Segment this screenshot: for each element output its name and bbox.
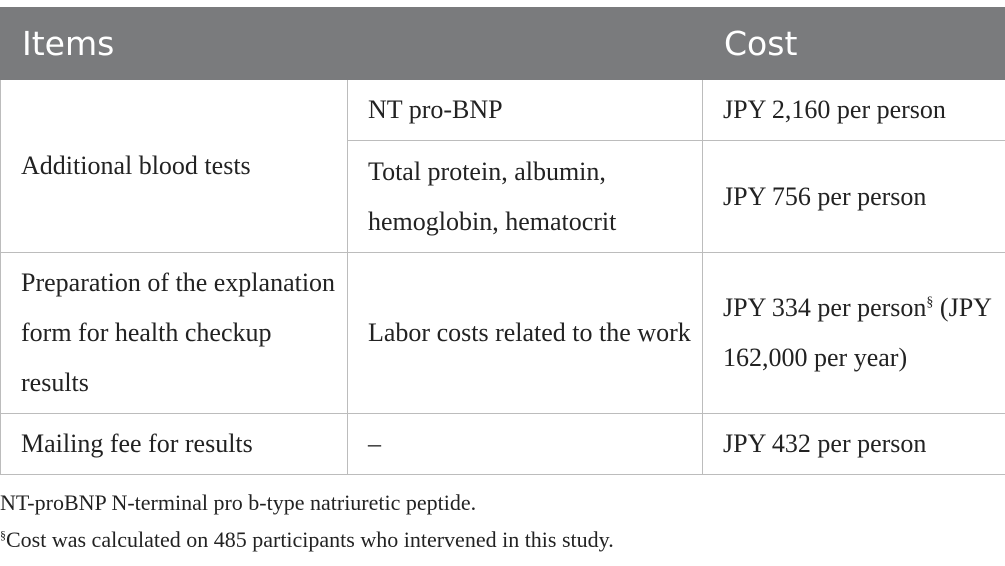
table-footnotes: NT-proBNP N-terminal pro b-type natriure… xyxy=(0,484,1005,558)
cell-cost-ntprobnp: JPY 2,160 per person xyxy=(702,79,1005,141)
header-items: Items xyxy=(0,7,704,80)
cell-item-mailing: Mailing fee for results xyxy=(0,413,348,475)
cell-cost-labor: JPY 334 per person§ (JPY 162,000 per yea… xyxy=(702,252,1005,414)
cell-detail-mailing: – xyxy=(346,413,704,475)
table-row: Additional blood tests NT pro-BNP JPY 2,… xyxy=(0,79,1005,253)
cell-item-explanation-form: Preparation of the explanation form for … xyxy=(0,252,348,414)
cell-detail-protein: Total protein, albumin, hemoglobin, hema… xyxy=(346,140,704,253)
cost-table: Items Cost Additional blood tests NT pro… xyxy=(0,7,1005,475)
footnote-mark: § xyxy=(0,528,6,542)
section-mark: § xyxy=(926,295,934,310)
footnote-abbreviation: NT-proBNP N-terminal pro b-type natriure… xyxy=(0,490,477,515)
cell-detail-labor: Labor costs related to the work xyxy=(346,252,704,414)
footnote-cost-text: Cost was calculated on 485 participants … xyxy=(6,527,614,552)
cell-cost-protein: JPY 756 per person xyxy=(702,140,1005,253)
cell-detail-ntprobnp: NT pro-BNP xyxy=(346,79,704,141)
cell-cost-mailing: JPY 432 per person xyxy=(702,413,1005,475)
table-row: Preparation of the explanation form for … xyxy=(0,252,1005,414)
cost-labor-value: JPY 334 per person xyxy=(723,293,927,322)
footnote-cost: §Cost was calculated on 485 participants… xyxy=(0,521,1005,558)
table-header-row: Items Cost xyxy=(0,7,1005,80)
header-cost: Cost xyxy=(702,7,1005,80)
cell-item-blood-tests: Additional blood tests xyxy=(0,79,348,253)
cost-labor-annual: (JPY 162,000 per year) xyxy=(723,293,991,372)
table-row: Mailing fee for results – JPY 432 per pe… xyxy=(0,413,1005,475)
